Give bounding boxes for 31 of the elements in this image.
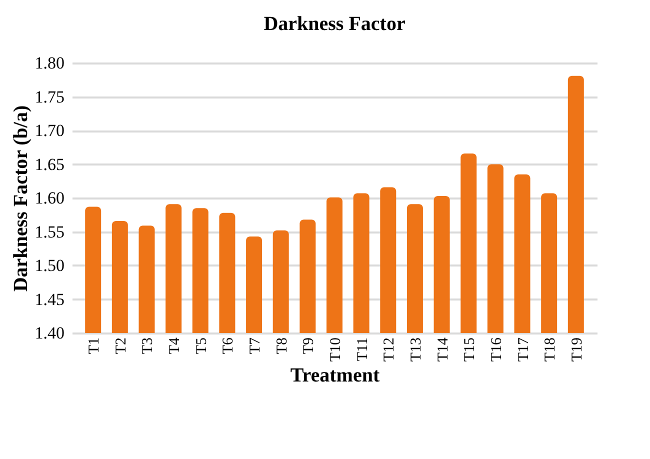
x-tick-label: T12 [382,338,398,362]
x-tick-label: T10 [328,338,344,362]
y-axis-title: Darkness Factor (b/a) [10,105,32,292]
x-tick-label: T3 [140,338,156,354]
x-tick-label: T9 [301,338,318,354]
y-tick-label: 1.55 [34,222,64,242]
x-tick-label: T14 [435,337,452,362]
x-tick-label: T4 [167,337,184,354]
x-tick-label: T19 [569,338,586,362]
y-tick-label: 1.80 [34,54,64,72]
y-tick-label: 1.60 [34,188,64,208]
chart-title: Darkness Factor [264,13,406,35]
x-tick-label: T6 [220,337,237,354]
y-tick-label: 1.45 [34,290,64,309]
x-tick-label: T1 [86,338,103,354]
x-tick-label: T18 [542,338,559,362]
y-tick-label: 1.40 [34,324,64,342]
x-tick-label: T5 [194,338,210,354]
x-tick-label: T17 [516,337,532,362]
y-tick-label: 1.75 [34,87,64,106]
x-tick-label: T2 [113,338,130,354]
x-tick-label: T13 [408,338,424,362]
x-tick-label: T15 [462,338,478,362]
x-tick-label: T11 [354,338,371,362]
y-tick-label: 1.65 [34,154,64,174]
x-axis-title: Treatment [290,364,380,387]
x-tick-label: T7 [248,337,264,354]
y-tick-label: 1.70 [34,121,64,140]
x-tick-label: T8 [274,338,290,354]
x-tick-label: T16 [488,337,505,362]
y-tick-label: 1.50 [34,256,64,275]
